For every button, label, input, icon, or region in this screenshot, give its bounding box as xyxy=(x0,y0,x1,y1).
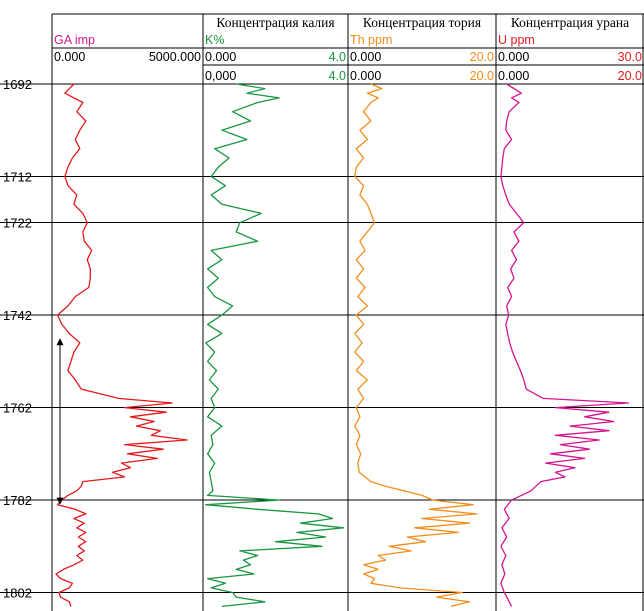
scale-left-1-0: 0.000 xyxy=(205,50,236,64)
track-title-2: Концентрация тория xyxy=(363,15,481,30)
depth-tick-label-3: 1742 xyxy=(3,308,32,323)
scale-right-1-0: 4.0 xyxy=(329,50,346,64)
series-line-1 xyxy=(205,83,345,608)
track-title-3: Концентрация урана xyxy=(511,15,629,30)
scale-right-3-0: 30.0 xyxy=(618,50,642,64)
series-line-2 xyxy=(354,83,478,608)
series-line-0 xyxy=(55,83,188,607)
scale-left-2-1: 0.000 xyxy=(350,69,381,83)
depth-tick-label-0: 1692 xyxy=(3,77,32,92)
scale-right-3-1: 20.0 xyxy=(618,69,642,83)
interval-arrow-head-top xyxy=(56,338,64,346)
curve-name-0: GA imp xyxy=(54,33,95,47)
track-title-1: Концентрация калия xyxy=(216,15,334,30)
interval-arrow-head-bottom xyxy=(56,497,64,505)
depth-tick-label-2: 1722 xyxy=(3,216,32,231)
depth-tick-label-1: 1712 xyxy=(3,169,32,184)
depth-tick-label-5: 1782 xyxy=(3,493,32,508)
scale-left-1-1: 0,000 xyxy=(205,69,236,83)
curve-name-1: K% xyxy=(205,33,224,47)
scale-left-2-0: 0.000 xyxy=(350,50,381,64)
scale-right-1-1: 4.0 xyxy=(329,69,346,83)
curve-name-2: Th ppm xyxy=(350,33,392,47)
scale-left-0-0: 0.000 xyxy=(54,50,85,64)
scale-right-2-1: 20.0 xyxy=(470,69,494,83)
depth-tick-label-4: 1762 xyxy=(3,401,32,416)
scale-right-2-0: 20.0 xyxy=(470,50,494,64)
curve-name-3: U ppm xyxy=(498,33,535,47)
series-line-3 xyxy=(500,83,630,607)
scale-left-3-0: 0.000 xyxy=(498,50,529,64)
scale-right-0-0: 5000.000 xyxy=(149,50,201,64)
depth-tick-label-6: 1802 xyxy=(3,586,32,601)
scale-left-3-1: 0.000 xyxy=(498,69,529,83)
